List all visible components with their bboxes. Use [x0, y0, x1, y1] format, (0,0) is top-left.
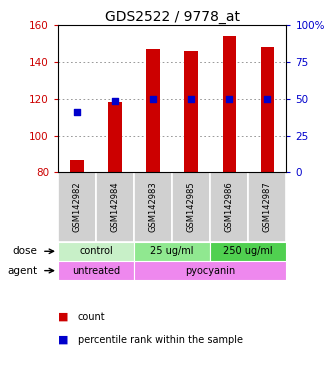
Text: GSM142982: GSM142982 [72, 182, 81, 232]
Bar [172, 172, 210, 242]
Text: ■: ■ [58, 335, 69, 345]
Bar [184, 51, 198, 172]
Bar [134, 172, 172, 242]
Bar [146, 49, 160, 172]
Text: GSM142986: GSM142986 [225, 182, 234, 232]
Point [226, 96, 232, 102]
Point [188, 96, 194, 102]
Bar [210, 242, 286, 261]
Text: 250 ug/ml: 250 ug/ml [223, 246, 273, 256]
Text: percentile rank within the sample: percentile rank within the sample [78, 335, 243, 345]
Point [112, 98, 118, 104]
Text: pyocyanin: pyocyanin [185, 266, 235, 276]
Bar [260, 47, 274, 172]
Text: GSM142983: GSM142983 [149, 182, 158, 232]
Point [74, 109, 79, 115]
Bar [58, 261, 134, 280]
Title: GDS2522 / 9778_at: GDS2522 / 9778_at [105, 10, 240, 24]
Point [150, 96, 156, 102]
Text: control: control [79, 246, 113, 256]
Text: ■: ■ [58, 312, 69, 322]
Bar [134, 261, 286, 280]
Text: GSM142987: GSM142987 [263, 182, 272, 232]
Bar [58, 242, 134, 261]
Text: untreated: untreated [72, 266, 120, 276]
Bar [248, 172, 286, 242]
Text: count: count [78, 312, 105, 322]
Text: dose: dose [13, 246, 37, 256]
Text: GSM142985: GSM142985 [187, 182, 196, 232]
Bar [70, 160, 84, 172]
Bar [108, 103, 122, 172]
Text: 25 ug/ml: 25 ug/ml [150, 246, 194, 256]
Bar [96, 172, 134, 242]
Point [264, 96, 270, 102]
Bar [210, 172, 248, 242]
Text: GSM142984: GSM142984 [111, 182, 119, 232]
Bar [58, 172, 96, 242]
Text: agent: agent [7, 266, 37, 276]
Bar [222, 36, 236, 172]
Bar [134, 242, 210, 261]
